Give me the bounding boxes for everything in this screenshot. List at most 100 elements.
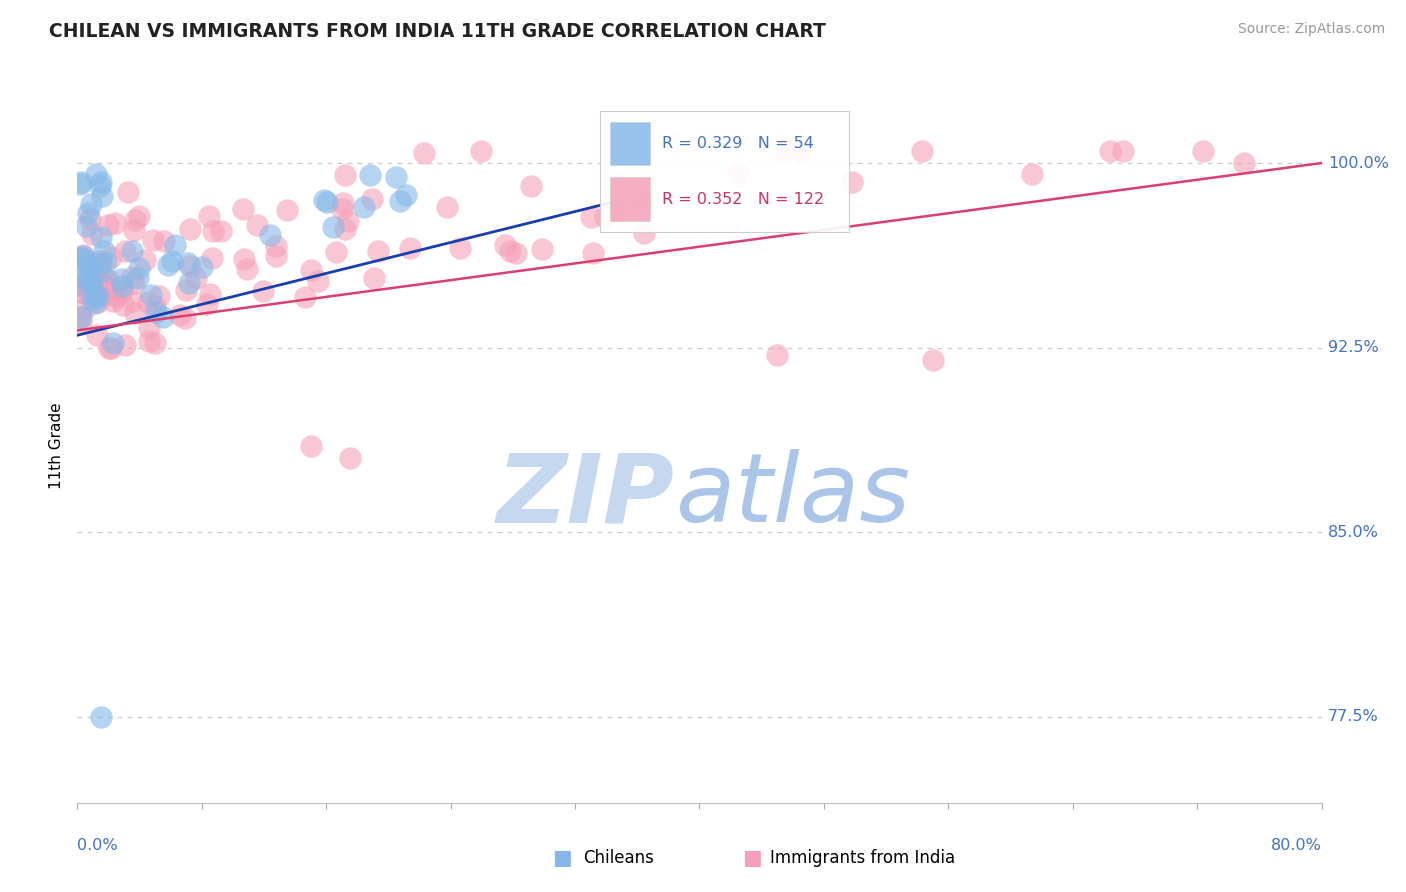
Point: [530, 242, 553, 256]
Point: [339, 451, 361, 466]
Point: [127, 271, 149, 285]
Point: [72, 249, 94, 263]
Point: [174, 283, 197, 297]
Point: [104, 216, 127, 230]
Point: [91, 284, 114, 298]
Point: [333, 222, 356, 236]
Point: [1098, 144, 1121, 158]
Point: [90, 256, 112, 270]
Point: [299, 439, 322, 453]
Point: [84, 296, 107, 310]
Point: [121, 293, 143, 308]
Point: [94, 255, 117, 269]
Point: [105, 289, 128, 303]
Point: [72, 247, 94, 261]
Point: [75, 219, 97, 233]
Text: atlas: atlas: [675, 450, 910, 542]
Point: [84, 265, 107, 279]
Point: [87, 288, 110, 302]
Point: [246, 218, 269, 232]
Text: 80.0%: 80.0%: [1271, 838, 1322, 854]
Point: [790, 144, 813, 158]
Point: [200, 286, 222, 301]
Point: [76, 268, 98, 282]
Point: [581, 210, 603, 224]
Point: [921, 352, 943, 367]
Point: [325, 244, 347, 259]
Point: [90, 265, 112, 279]
Point: [80, 197, 103, 211]
Point: [128, 210, 150, 224]
Point: [69, 277, 91, 291]
Point: [233, 252, 256, 266]
Point: [157, 258, 180, 272]
Point: [266, 239, 288, 253]
Point: [605, 203, 627, 218]
Point: [582, 245, 605, 260]
Text: ■: ■: [742, 848, 762, 868]
Text: 85.0%: 85.0%: [1327, 524, 1379, 540]
Point: [841, 176, 863, 190]
Point: [201, 251, 224, 265]
Point: [336, 214, 359, 228]
Point: [232, 202, 254, 217]
Point: [110, 271, 132, 285]
Point: [76, 206, 98, 220]
Point: [152, 310, 174, 324]
Point: [299, 263, 322, 277]
Point: [363, 271, 385, 285]
Point: [359, 169, 381, 183]
Text: CHILEAN VS IMMIGRANTS FROM INDIA 11TH GRADE CORRELATION CHART: CHILEAN VS IMMIGRANTS FROM INDIA 11TH GR…: [49, 22, 827, 41]
Point: [179, 221, 201, 235]
Point: [93, 244, 115, 258]
Point: [436, 200, 458, 214]
Point: [145, 305, 167, 319]
Point: [96, 272, 118, 286]
Point: [143, 335, 166, 350]
Point: [1191, 144, 1213, 158]
Point: [494, 238, 516, 252]
Point: [312, 193, 335, 207]
Point: [80, 277, 103, 292]
Point: [195, 297, 218, 311]
Point: [360, 192, 382, 206]
Point: [91, 278, 114, 293]
Point: [633, 227, 655, 241]
Point: [128, 260, 150, 275]
Point: [82, 293, 104, 308]
Point: [91, 188, 114, 202]
Point: [76, 260, 98, 274]
Point: [139, 288, 162, 302]
FancyBboxPatch shape: [610, 121, 650, 165]
Text: Source: ZipAtlas.com: Source: ZipAtlas.com: [1237, 22, 1385, 37]
Point: [593, 211, 616, 225]
Text: 77.5%: 77.5%: [1327, 709, 1379, 724]
Point: [184, 271, 207, 285]
Point: [83, 286, 105, 301]
Point: [70, 251, 93, 265]
Point: [124, 305, 146, 319]
Point: [104, 288, 127, 302]
Point: [1112, 144, 1135, 158]
Point: [93, 286, 115, 301]
Point: [322, 220, 344, 235]
Point: [209, 224, 232, 238]
Point: [505, 245, 527, 260]
Point: [100, 341, 122, 355]
Point: [315, 194, 337, 209]
Point: [163, 238, 186, 252]
Point: [76, 279, 98, 293]
Text: Immigrants from India: Immigrants from India: [770, 849, 956, 867]
Point: [259, 228, 281, 243]
Point: [80, 260, 103, 275]
Point: [77, 273, 100, 287]
Point: [100, 250, 122, 264]
Point: [145, 299, 167, 313]
Point: [114, 244, 136, 259]
Point: [142, 234, 165, 248]
Point: [121, 269, 143, 284]
FancyBboxPatch shape: [610, 178, 650, 221]
Point: [134, 252, 156, 267]
Point: [413, 145, 436, 160]
Point: [766, 348, 789, 362]
